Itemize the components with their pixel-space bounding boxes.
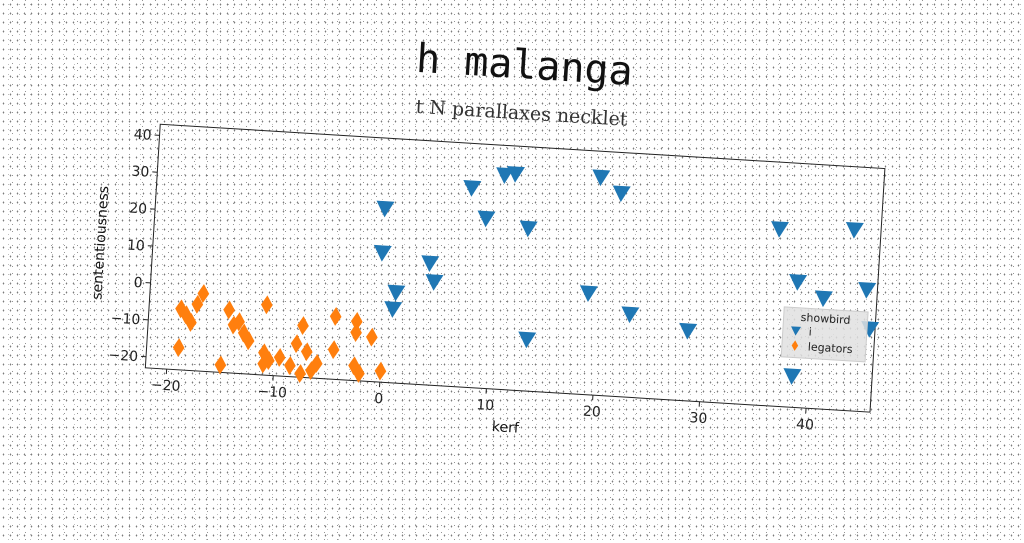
y-axis-label: sententiousness [89, 185, 112, 300]
data-point [620, 306, 639, 323]
y-tick-label: 30 [131, 164, 150, 181]
data-point [172, 338, 185, 358]
data-point [462, 180, 481, 197]
data-point [365, 327, 378, 347]
data-point [579, 285, 598, 302]
data-point [373, 245, 392, 262]
x-tick-label: 0 [374, 391, 384, 408]
data-point [386, 285, 405, 302]
data-point [519, 221, 538, 238]
x-tick-label: 30 [689, 410, 708, 427]
series-1 [171, 282, 391, 388]
data-point [425, 274, 444, 291]
data-point [788, 274, 807, 291]
data-point [260, 295, 273, 315]
data-point [297, 316, 310, 336]
data-point [814, 290, 833, 307]
data-point [300, 342, 313, 362]
data-point [782, 368, 801, 385]
data-point [591, 169, 610, 186]
data-point [857, 282, 876, 299]
data-point [420, 255, 439, 272]
x-tick-label: 10 [476, 397, 495, 414]
data-point [477, 211, 496, 228]
x-tick-label: 40 [796, 417, 815, 434]
data-point [327, 340, 340, 360]
data-point [383, 301, 402, 318]
y-tick-label: −10 [110, 311, 140, 329]
y-tick-label: 10 [126, 237, 145, 254]
data-point [376, 201, 395, 218]
legend-entry-label: legators [807, 340, 853, 356]
y-tick-label: 40 [133, 127, 152, 144]
data-point [350, 323, 363, 343]
data-point [283, 356, 296, 376]
data-point [678, 323, 697, 340]
data-point [273, 348, 286, 368]
data-point [290, 334, 303, 354]
data-points [171, 144, 887, 418]
data-point [329, 307, 342, 327]
data-point [612, 185, 631, 202]
y-tick-label: 20 [129, 201, 148, 218]
data-point [517, 332, 536, 349]
x-axis-label: kerf [491, 419, 520, 437]
x-tick-label: 20 [582, 404, 601, 421]
data-point [374, 361, 387, 381]
y-tick-label: −20 [108, 347, 138, 365]
data-point [294, 364, 307, 384]
y-tick-label: 0 [133, 275, 143, 292]
data-point [770, 221, 789, 238]
x-tick-label: −10 [257, 384, 287, 402]
x-tick-label: −20 [150, 377, 180, 395]
data-point [845, 222, 864, 239]
